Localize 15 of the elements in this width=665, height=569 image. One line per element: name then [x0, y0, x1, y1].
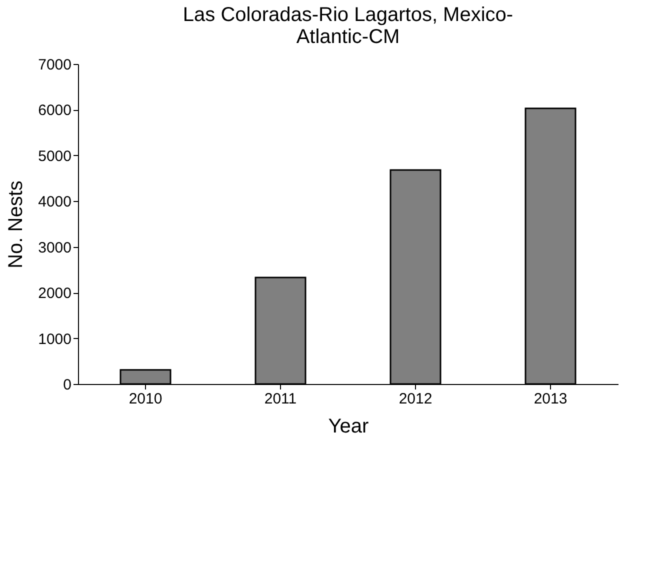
x-axis-title: Year	[328, 416, 370, 438]
y-tick-label: 7000	[38, 56, 72, 74]
y-tick-label: 3000	[38, 239, 72, 256]
y-axis-title: No. Nests	[5, 180, 28, 268]
x-tick-label: 2012	[398, 390, 432, 408]
y-tick-label: 4000	[38, 194, 72, 211]
y-tick-label: 2000	[38, 285, 72, 302]
y-tick-label: 5000	[38, 148, 72, 165]
x-tick-label: 2010	[128, 390, 162, 408]
y-tick-label: 6000	[38, 102, 72, 120]
chart-title: Las Coloradas-Rio Lagartos, Mexico- Atlantic-CM	[182, 4, 514, 48]
x-tick-label: 2011	[264, 390, 297, 408]
x-tick-label: 2013	[534, 390, 568, 408]
y-tick-label: 0	[63, 376, 72, 394]
y-tick-label: 1000	[38, 330, 72, 348]
